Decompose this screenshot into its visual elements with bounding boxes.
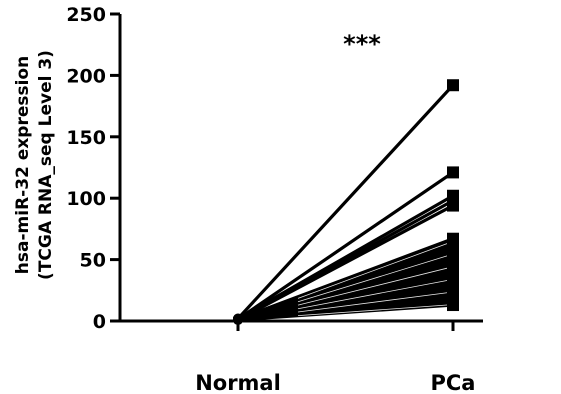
y-tick-label-1: 50 xyxy=(80,250,106,272)
y-axis-label-line-2: (TCGA RNA_seq Level 3) xyxy=(36,50,56,280)
x-ticks: Normal PCa xyxy=(195,321,475,394)
point-pca-4 xyxy=(447,199,459,212)
y-tick-label-5: 250 xyxy=(66,4,106,26)
series-highlight-27 xyxy=(297,292,448,313)
series-line-1 xyxy=(237,171,454,321)
significance-label: *** xyxy=(343,30,381,58)
series-highlights xyxy=(297,243,448,317)
series-highlight-12 xyxy=(297,255,448,303)
y-tick-label-0: 0 xyxy=(93,311,106,333)
series-line-4 xyxy=(237,204,454,322)
series-line-0 xyxy=(236,84,455,320)
y-ticks: 0 50 100 150 200 250 xyxy=(66,4,120,333)
y-axis-label-line-1: hsa-miR-32 expression xyxy=(13,56,33,274)
y-tick-label-4: 200 xyxy=(66,65,106,87)
x-tick-label-normal: Normal xyxy=(195,371,281,394)
x-tick-label-pca: PCa xyxy=(431,371,476,394)
point-pca-1 xyxy=(447,166,459,179)
point-pca-0 xyxy=(447,79,459,92)
series-highlight-22 xyxy=(297,280,448,310)
y-tick-label-3: 150 xyxy=(66,127,106,149)
point-pca-32 xyxy=(447,299,459,312)
series-highlight-17 xyxy=(297,267,448,306)
series-highlight-32 xyxy=(297,304,448,317)
series-lines xyxy=(236,84,455,322)
y-tick-label-2: 100 xyxy=(66,188,106,210)
series-highlight-7 xyxy=(297,243,448,299)
